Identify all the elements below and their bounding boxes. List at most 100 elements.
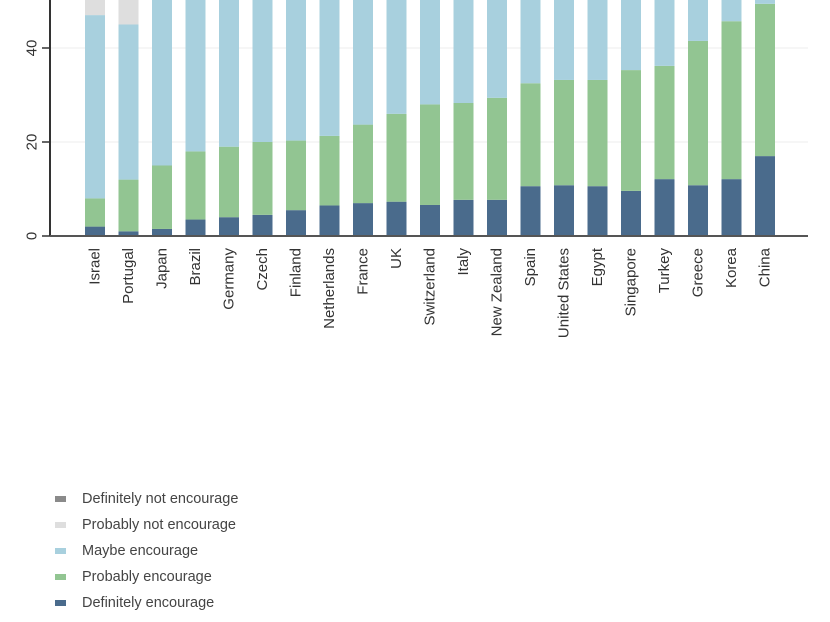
bar-segment-probably-encourage: [721, 21, 742, 180]
bar-segment-probably-encourage: [118, 179, 139, 232]
bar-segment-probably-encourage: [420, 104, 440, 205]
bar-segment-probably-encourage: [654, 65, 675, 180]
bar-segment-definitely-encourage: [185, 219, 206, 236]
bar-segment-maybe-encourage: [219, 0, 239, 147]
bar-segment-probably-encourage: [286, 140, 306, 211]
bar-segment-definitely-encourage: [252, 214, 273, 236]
bar-segment-definitely-encourage: [487, 199, 507, 236]
bar-segment-definitely-encourage: [520, 186, 541, 236]
legend-label: Probably not encourage: [82, 517, 236, 533]
x-tick-label: Germany: [221, 248, 238, 310]
bar-segment-probably-encourage: [319, 135, 340, 206]
bar-segment-definitely-encourage: [621, 190, 641, 236]
y-tick-label: 40: [24, 40, 41, 57]
bar-segment-maybe-encourage: [353, 0, 373, 125]
bar-segment-maybe-encourage: [185, 0, 206, 152]
bar-segment-definitely-encourage: [554, 185, 574, 236]
legend-item: Definitely encourage: [55, 590, 238, 616]
x-tick-label: Spain: [522, 248, 539, 286]
bar-segment-probably-encourage: [386, 113, 407, 202]
bar-segment-probably-encourage: [219, 146, 239, 218]
x-tick-label: Singapore: [623, 248, 640, 316]
bar-segment-maybe-encourage: [152, 0, 172, 166]
x-tick-label: UK: [388, 248, 405, 269]
bar-segment-maybe-encourage: [453, 0, 474, 103]
bar-segment-probably-encourage: [587, 79, 608, 187]
x-tick-label: Greece: [690, 248, 707, 297]
bar-segment-maybe-encourage: [85, 15, 105, 199]
bar-segment-maybe-encourage: [386, 0, 407, 114]
bar-segment-definitely-encourage: [654, 179, 675, 236]
y-tick-label: 0: [24, 232, 41, 240]
bar-segment-probably-encourage: [487, 97, 507, 200]
bar-segment-maybe-encourage: [688, 0, 708, 41]
x-tick-label: Finland: [288, 248, 305, 297]
bar-segment-definitely-encourage: [386, 201, 407, 236]
legend-label: Probably encourage: [82, 569, 212, 585]
x-tick-label: China: [757, 247, 774, 287]
x-tick-label: Czech: [254, 248, 271, 291]
legend-swatch: [55, 574, 66, 580]
bar-segment-definitely-encourage: [152, 228, 172, 236]
bar-segment-maybe-encourage: [286, 0, 306, 141]
bar-segment-probably-encourage: [85, 198, 105, 227]
bar-segment-maybe-encourage: [587, 0, 608, 80]
legend: Definitely not encourage Probably not enc…: [55, 486, 238, 616]
bar-segment-probably-encourage: [353, 124, 373, 204]
bar-segment-definitely-encourage: [85, 226, 105, 236]
bar-segment-definitely-encourage: [755, 156, 775, 236]
bar-segment-definitely-encourage: [219, 217, 239, 236]
bar-segment-maybe-encourage: [252, 0, 273, 142]
x-tick-label: United States: [556, 248, 573, 338]
bar-segment-definitely-encourage: [353, 203, 373, 236]
bar-segment-probably-not-encourage: [118, 0, 139, 25]
bar-segment-maybe-encourage: [554, 0, 574, 80]
x-tick-label: Egypt: [589, 247, 606, 286]
bar-segment-definitely-encourage: [118, 231, 139, 236]
bar-segment-definitely-encourage: [420, 204, 440, 236]
legend-label: Definitely encourage: [82, 595, 215, 611]
legend-swatch: [55, 600, 66, 606]
bar-segment-definitely-encourage: [453, 199, 474, 236]
legend-item: Maybe encourage: [55, 538, 238, 564]
x-tick-label: Brazil: [187, 248, 204, 286]
bar-segment-maybe-encourage: [621, 0, 641, 71]
bar-segment-definitely-encourage: [319, 205, 340, 236]
legend-label: Maybe encourage: [82, 543, 199, 559]
bar-segment-definitely-encourage: [587, 186, 608, 236]
bar-segment-definitely-encourage: [688, 185, 708, 236]
bar-segment-probably-encourage: [252, 142, 273, 215]
bar-segment-definitely-encourage: [721, 179, 742, 236]
bar-segment-probably-encourage: [453, 102, 474, 200]
legend-item: Probably not encourage: [55, 512, 238, 538]
x-tick-label: Portugal: [120, 248, 137, 304]
bar-segment-probably-encourage: [755, 3, 775, 157]
x-tick-label: Netherlands: [321, 248, 338, 329]
x-tick-label: Switzerland: [422, 248, 439, 326]
bar-segment-definitely-encourage: [286, 210, 306, 236]
bar-segment-maybe-encourage: [420, 0, 440, 105]
bar-segment-probably-encourage: [554, 79, 574, 186]
bar-segment-maybe-encourage: [319, 0, 340, 136]
legend-item: Probably encourage: [55, 564, 238, 590]
y-tick-label: 20: [24, 134, 41, 151]
x-tick-label: Italy: [455, 248, 472, 276]
bar-segment-maybe-encourage: [654, 0, 675, 66]
bar-segment-maybe-encourage: [487, 0, 507, 98]
legend-swatch: [55, 522, 66, 528]
bar-segment-probably-encourage: [185, 151, 206, 220]
legend-item: Definitely not encourage: [55, 486, 238, 512]
bar-segment-probably-encourage: [152, 165, 172, 229]
x-tick-label: Korea: [723, 247, 740, 288]
bar-segment-maybe-encourage: [755, 0, 775, 4]
x-tick-label: Japan: [154, 248, 171, 289]
x-tick-label: New Zealand: [489, 248, 506, 336]
x-tick-label: Turkey: [656, 248, 673, 294]
bar-segment-maybe-encourage: [721, 0, 742, 22]
x-tick-label: Israel: [87, 248, 104, 285]
legend-swatch: [55, 496, 66, 502]
x-tick-label: France: [355, 248, 372, 295]
bar-segment-maybe-encourage: [520, 0, 541, 84]
legend-label: Definitely not encourage: [82, 491, 239, 507]
